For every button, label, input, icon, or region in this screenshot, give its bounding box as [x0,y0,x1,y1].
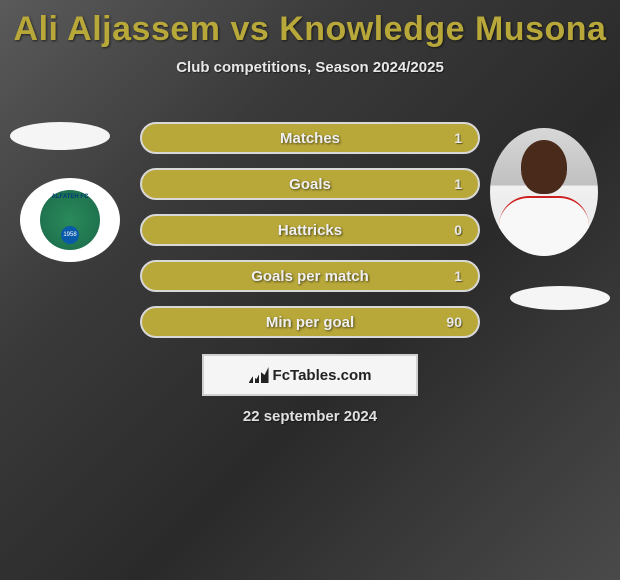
team-crest-icon: ALFATEH FC 1958 [40,190,100,250]
crest-abbrev: ALFATEH FC [52,194,89,200]
right-player-photo [490,128,598,256]
crest-year: 1958 [61,226,79,244]
stat-label: Hattricks [278,222,342,239]
comparison-subtitle: Club competitions, Season 2024/2025 [0,59,620,76]
stat-label: Goals per match [251,268,369,285]
brand-box: FcTables.com [202,354,418,396]
stat-right-value: 1 [442,176,462,192]
left-team-logo: ALFATEH FC 1958 [20,178,120,262]
chart-icon [249,367,269,383]
brand-text: FcTables.com [273,367,372,384]
stat-label: Min per goal [266,314,354,331]
stats-bars: Matches 1 Goals 1 Hattricks 0 Goals per … [140,122,480,352]
stat-row: Min per goal 90 [140,306,480,338]
stat-row: Matches 1 [140,122,480,154]
stat-right-value: 1 [442,268,462,284]
comparison-title: Ali Aljassem vs Knowledge Musona [0,0,620,49]
left-ellipse-decoration [10,122,110,150]
stat-right-value: 0 [442,222,462,238]
generated-date: 22 september 2024 [0,408,620,425]
stat-right-value: 90 [442,314,462,330]
stat-row: Goals 1 [140,168,480,200]
stat-row: Goals per match 1 [140,260,480,292]
stat-label: Goals [289,176,331,193]
stat-label: Matches [280,130,340,147]
stat-right-value: 1 [442,130,462,146]
stat-row: Hattricks 0 [140,214,480,246]
right-ellipse-decoration [510,286,610,310]
